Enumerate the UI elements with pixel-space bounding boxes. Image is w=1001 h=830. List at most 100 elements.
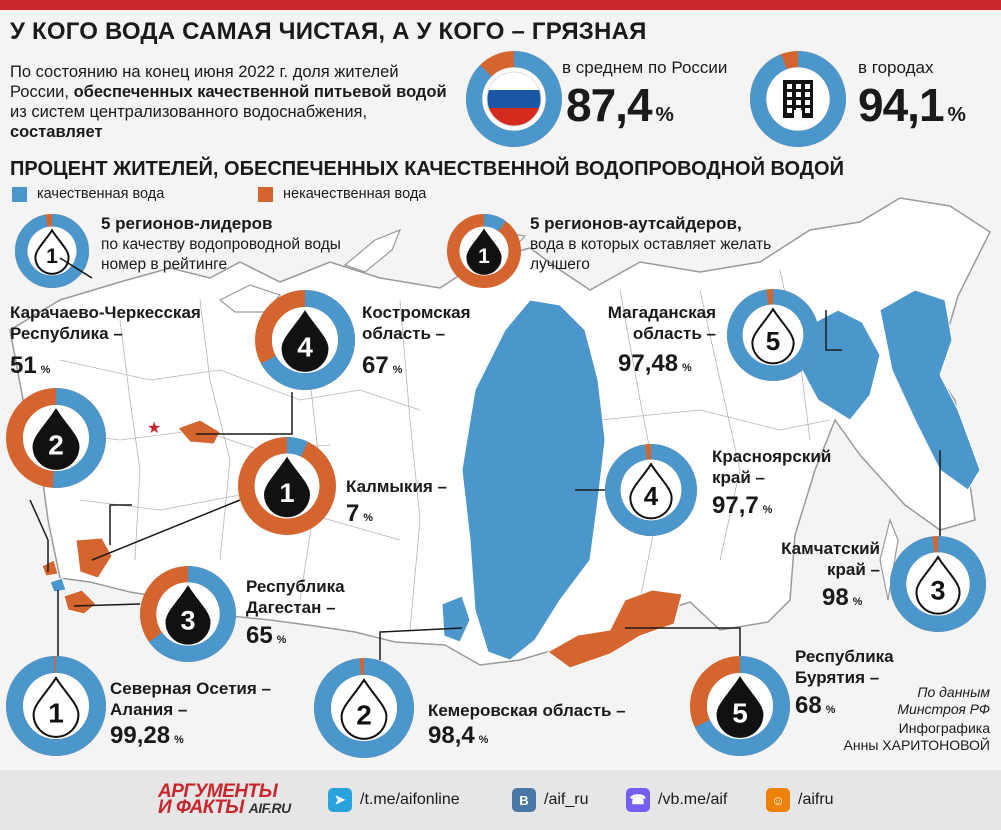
region-name-kemerovo-line1: Кемеровская область – xyxy=(428,701,626,720)
region-name-kemerovo: Кемеровская область – xyxy=(428,700,626,721)
donut-leader-1-rank-label: 1 xyxy=(48,697,64,728)
region-name-krasnoyarsk-line1: Красноярский xyxy=(712,447,832,466)
donut-outsider-5-rank-label: 5 xyxy=(732,697,748,728)
donut-legend-outsider-drop-icon xyxy=(466,228,502,275)
region-name-magadan-line2: область – xyxy=(632,324,716,343)
intro-bold-2: составляет xyxy=(10,123,103,141)
region-name-dagestan-line2: Дагестан – xyxy=(246,598,336,617)
aif-logo-top: АРГУМЕНТЫ xyxy=(158,781,278,802)
region-name-magadan-line1: Магаданская xyxy=(607,303,716,322)
region-value-kamchatka-unit: % xyxy=(852,596,863,608)
region-name-kamchatka-line1: Камчатский xyxy=(781,539,880,558)
donut-outsider-2-good-slice xyxy=(6,388,106,488)
donut-leader-1-good-slice xyxy=(6,656,106,756)
region-name-kchr-line1: Карачаево-Черкесская xyxy=(10,303,201,322)
donut-outsider-3-good-slice xyxy=(139,565,236,662)
region-value-krasnoyarsk: 97,7% xyxy=(712,492,772,520)
region-name-dagestan: Республика Дагестан – xyxy=(246,576,345,618)
russia-avg-number: 87,4 xyxy=(566,79,653,131)
top-accent-bar xyxy=(0,0,1001,10)
donut-leader-4-rank-label: 4 xyxy=(644,481,659,511)
map-region-kostroma xyxy=(177,419,221,445)
region-value-n-ossetia-number: 99,28 xyxy=(110,722,171,749)
region-name-n-ossetia: Северная Осетия – Алания – xyxy=(110,678,271,720)
donut-outsider-2-rank-label: 2 xyxy=(48,429,64,460)
russia-avg-unit: % xyxy=(655,103,674,126)
donut-leader-2: 2 xyxy=(314,658,414,758)
region-value-kemerovo-unit: % xyxy=(478,734,489,746)
donut-leader-4: 4 xyxy=(605,443,698,537)
page-title: У КОГО ВОДА САМАЯ ЧИСТАЯ, А У КОГО – ГРЯ… xyxy=(10,18,647,45)
info-outsiders: 5 регионов-аутсайдеров, вода в которых о… xyxy=(530,214,771,275)
donut-outsider-3-drop-icon xyxy=(165,585,211,645)
region-name-n-ossetia-line1: Северная Осетия – xyxy=(110,679,271,698)
social-vk[interactable]: B /aif_ru xyxy=(512,788,588,812)
leader-lines xyxy=(29,310,941,660)
region-value-kchr-unit: % xyxy=(40,364,51,376)
donut-legend-leader-good-slice xyxy=(15,214,90,288)
region-value-kostroma-unit: % xyxy=(392,364,403,376)
russia-flag-icon xyxy=(486,71,542,127)
map-sakhalin xyxy=(879,518,899,601)
donut-outsider-4-drop-icon xyxy=(281,310,329,372)
donut-leader-3-rank-label: 3 xyxy=(930,576,945,606)
region-name-kamchatka-line2: край – xyxy=(827,560,880,579)
region-value-kemerovo: 98,4% xyxy=(428,722,488,750)
donut-leader-4-drop-icon xyxy=(629,462,673,520)
social-telegram[interactable]: ➤ /t.me/aifonline xyxy=(328,788,460,812)
cities-avg-unit: % xyxy=(947,103,966,126)
donut-outsider-5: 5 xyxy=(690,656,790,756)
data-source-line1: По данным xyxy=(917,684,990,700)
social-telegram-text: /t.me/aifonline xyxy=(360,791,460,808)
social-vk-text: /aif_ru xyxy=(544,791,589,808)
aif-logo[interactable]: АРГУМЕНТЫ И ФАКТЫ AIF.RU xyxy=(158,781,292,817)
map-region-kalmykia xyxy=(75,537,113,579)
donut-leader-2-good-slice xyxy=(314,658,414,758)
info-leaders: 5 регионов-лидеров по качеству водопрово… xyxy=(101,214,341,275)
russia-avg-label: в среднем по России xyxy=(562,58,728,77)
donut-leader-5-rank-label: 5 xyxy=(766,326,780,356)
region-name-buryatia-line2: Бурятия – xyxy=(795,668,880,687)
social-viber[interactable]: ☎ /vb.me/aif xyxy=(626,788,727,812)
donut-legend-leader-rank-label: 1 xyxy=(46,245,58,268)
map-region-kchr xyxy=(41,559,59,577)
social-ok[interactable]: ☺ /aifru xyxy=(766,788,834,812)
donut-outsider-1: 1 xyxy=(238,437,337,536)
author-credit-line2: Анны ХАРИТОНОВОЙ xyxy=(843,737,990,753)
social-ok-text: /aifru xyxy=(798,791,834,808)
region-name-kchr-line2: Республика – xyxy=(10,324,123,343)
info-leaders-sub: по качеству водопроводной воды xyxy=(101,236,341,253)
donut-outsider-1-drop-icon xyxy=(264,456,310,518)
region-name-kalmykia: Калмыкия – xyxy=(346,476,447,497)
donut-leader-3-good-slice xyxy=(889,536,986,633)
region-value-dagestan-unit: % xyxy=(276,634,287,646)
donut-leader-5-drop-icon xyxy=(751,307,795,365)
region-name-krasnoyarsk-line2: край – xyxy=(712,468,765,487)
aif-logo-domain: AIF.RU xyxy=(248,800,292,816)
author-credit-line1: Инфографика xyxy=(898,720,990,736)
region-value-buryatia-unit: % xyxy=(825,704,836,716)
region-value-magadan: 97,48% xyxy=(618,350,692,378)
region-value-buryatia: 68% xyxy=(795,692,835,720)
region-value-kchr-number: 51 xyxy=(10,352,37,379)
region-name-kalmykia-line1: Калмыкия – xyxy=(346,477,447,496)
donut-outsider-3-rank-label: 3 xyxy=(180,606,195,636)
region-value-dagestan: 65% xyxy=(246,622,286,650)
intro-text: По состоянию на конец июня 2022 г. доля … xyxy=(10,62,460,142)
region-value-dagestan-number: 65 xyxy=(246,622,273,649)
region-name-kostroma: Костромская область – xyxy=(362,302,471,344)
map-region-dagestan xyxy=(63,589,97,615)
donut-outsider-4: 4 xyxy=(255,290,355,390)
region-value-n-ossetia-unit: % xyxy=(174,734,184,746)
info-outsiders-sub1: вода в которых оставляет желать xyxy=(530,236,772,253)
cities-avg-value: 94,1% xyxy=(858,78,966,132)
donut-legend-outsider-good-slice xyxy=(447,213,522,288)
donut-legend-outsider-rank-label: 1 xyxy=(478,245,490,268)
info-outsiders-sub2: лучшего xyxy=(530,256,590,273)
donut-outsider-2-drop-icon xyxy=(32,408,80,470)
ok-icon: ☺ xyxy=(766,788,790,812)
region-value-kalmykia-unit: % xyxy=(363,512,373,524)
